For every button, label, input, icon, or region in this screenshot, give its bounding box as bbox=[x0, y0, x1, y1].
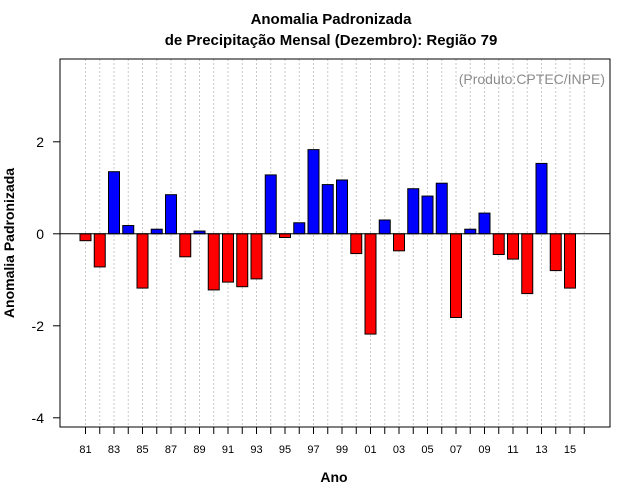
product-credit: (Produto:CPTEC/INPE) bbox=[459, 71, 605, 87]
x-axis-title: Ano bbox=[320, 469, 347, 485]
bar-86 bbox=[150, 228, 163, 235]
x-tick-label-13: 13 bbox=[535, 444, 547, 456]
y-tick-label--4: -4 bbox=[32, 410, 45, 426]
bar-09 bbox=[478, 212, 491, 235]
x-tick-label-09: 09 bbox=[478, 444, 490, 456]
x-tick-label-01: 01 bbox=[364, 444, 376, 456]
bar-81 bbox=[79, 233, 92, 242]
x-tick-label-83: 83 bbox=[108, 444, 120, 456]
x-tick-label-15: 15 bbox=[564, 444, 576, 456]
y-axis-ticks: -4 -2 0 2 bbox=[32, 134, 60, 426]
bar-97 bbox=[307, 149, 320, 235]
bar-84 bbox=[122, 225, 135, 235]
x-tick-label-81: 81 bbox=[79, 444, 91, 456]
x-tick-label-11: 11 bbox=[507, 444, 518, 456]
bar-99 bbox=[336, 179, 348, 235]
bars bbox=[79, 149, 576, 335]
bar-07 bbox=[450, 233, 462, 319]
bar-05 bbox=[421, 195, 434, 235]
bar-90 bbox=[207, 233, 220, 291]
bar-15 bbox=[564, 233, 576, 289]
bar-04 bbox=[407, 188, 420, 235]
x-tick-label-99: 99 bbox=[336, 444, 348, 456]
chart-title-line1: Anomalia Padronizada bbox=[251, 11, 413, 28]
bar-82 bbox=[93, 233, 106, 268]
y-tick-label--2: -2 bbox=[32, 318, 45, 334]
bar-85 bbox=[136, 233, 149, 289]
bar-06 bbox=[435, 182, 448, 235]
bar-92 bbox=[236, 233, 249, 288]
x-tick-label-07: 07 bbox=[450, 444, 462, 456]
x-tick-label-93: 93 bbox=[250, 444, 262, 456]
bar-02 bbox=[378, 219, 391, 235]
bar-01 bbox=[364, 233, 377, 335]
bar-91 bbox=[222, 233, 234, 283]
bar-95 bbox=[279, 233, 291, 238]
x-tick-label-91: 91 bbox=[222, 444, 234, 456]
y-axis-title: Anomalia Padronizada bbox=[1, 168, 17, 318]
bar-03 bbox=[393, 233, 405, 252]
bar-87 bbox=[165, 194, 177, 235]
x-tick-label-89: 89 bbox=[193, 444, 205, 456]
chart-title-line2: de Precipitação Mensal (Dezembro): Regiã… bbox=[165, 32, 498, 49]
bar-88 bbox=[179, 233, 192, 258]
y-tick-label-2: 2 bbox=[36, 134, 44, 150]
bar-14 bbox=[549, 233, 562, 272]
bar-10 bbox=[492, 233, 505, 256]
bar-83 bbox=[108, 171, 120, 235]
y-tick-label-0: 0 bbox=[36, 226, 44, 242]
x-tick-label-97: 97 bbox=[307, 444, 319, 456]
x-tick-label-03: 03 bbox=[393, 444, 405, 456]
x-tick-label-87: 87 bbox=[165, 444, 177, 456]
bar-08 bbox=[464, 228, 477, 235]
plot-frame bbox=[59, 58, 611, 428]
bar-00 bbox=[350, 233, 363, 255]
x-axis-ticks: 81 83 85 87 89 91 93 95 97 99 01 03 05 07 09 11 13 15 bbox=[79, 427, 585, 456]
bar-96 bbox=[293, 222, 306, 235]
bar-94 bbox=[264, 174, 277, 235]
x-tick-label-85: 85 bbox=[136, 444, 148, 456]
bar-12 bbox=[521, 233, 534, 295]
bar-93 bbox=[250, 233, 263, 280]
bar-13 bbox=[535, 162, 548, 235]
x-tick-label-05: 05 bbox=[421, 444, 433, 456]
x-tick-label-95: 95 bbox=[279, 444, 291, 456]
bar-11 bbox=[507, 233, 519, 260]
bar-98 bbox=[321, 184, 334, 235]
